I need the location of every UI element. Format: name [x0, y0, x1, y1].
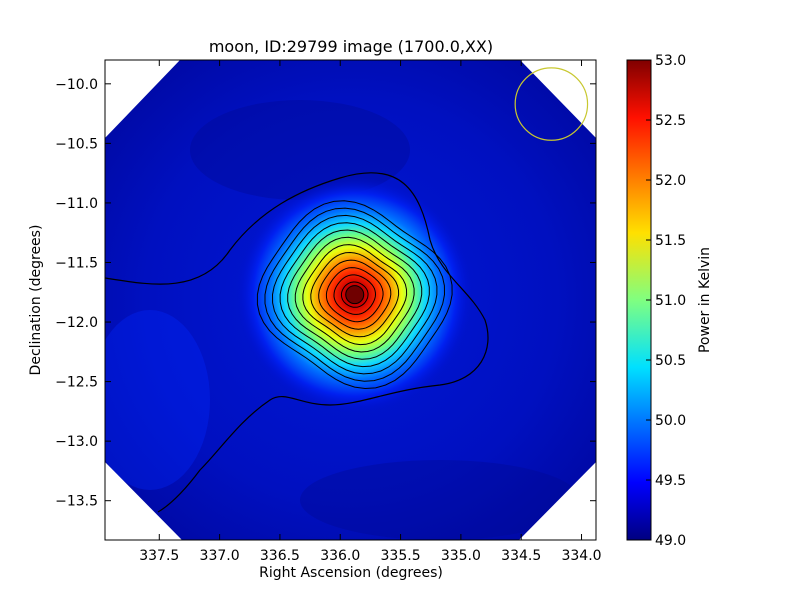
bright-patch [105, 310, 210, 490]
colorbar-tick-label: 53.0 [655, 53, 686, 69]
x-tick-label: 336.0 [320, 548, 360, 564]
contour-line [302, 244, 408, 346]
x-tick-label: 334.5 [501, 548, 541, 564]
colorbar-tick-label: 51.5 [655, 233, 686, 249]
x-tick-label: 335.5 [381, 548, 421, 564]
contour-line [271, 214, 438, 375]
colorbar-tick-label: 50.5 [655, 353, 686, 369]
colorbar-label: Power in Kelvin [697, 247, 713, 353]
x-tick-label: 337.5 [139, 548, 179, 564]
y-tick-label: −13.5 [55, 494, 98, 510]
chart-title: moon, ID:29799 image (1700.0,XX) [209, 37, 493, 56]
y-tick-label: −11.0 [55, 196, 98, 212]
dark-patch [300, 460, 580, 540]
contour-line [318, 259, 392, 330]
colorbar-tick-label: 52.5 [655, 113, 686, 129]
x-tick-label: 335.0 [441, 548, 481, 564]
contour-line [294, 236, 415, 353]
colorbar-tick-label: 51.0 [655, 293, 686, 309]
contour-line [279, 222, 430, 368]
y-tick-label: −13.0 [55, 434, 98, 450]
x-tick-label: 337.0 [200, 548, 240, 564]
map-corner-mask [105, 60, 180, 138]
plot-frame [104, 59, 597, 541]
x-tick-label: 334.0 [561, 548, 601, 564]
y-axis: −10.0 −10.5 −11.0 −11.5 −12.0 −12.5 −13.0 −13.5 [55, 77, 596, 510]
contour-line [340, 281, 369, 308]
y-tick-label: −11.5 [55, 255, 98, 271]
y-tick-label: −10.5 [55, 136, 98, 152]
plot-area [105, 60, 596, 540]
peak-contour [345, 285, 365, 305]
dark-patch [190, 100, 410, 200]
contour-line [105, 172, 489, 513]
contour-line [325, 267, 384, 323]
colorbar-tick-label: 49.5 [655, 473, 686, 489]
contour-line [310, 251, 400, 338]
colorbar-tick-label: 52.0 [655, 173, 686, 189]
contour-line [264, 207, 446, 382]
x-tick-label: 336.5 [260, 548, 300, 564]
map-corner-mask [105, 462, 182, 540]
colorbar-axis: 49.0 49.5 50.0 50.5 51.0 51.5 52.0 52.5 53.0 [646, 53, 686, 549]
y-tick-label: −12.0 [55, 315, 98, 331]
y-axis-title: Declination (degrees) [28, 225, 44, 376]
map-corner-mask [519, 462, 596, 540]
contour-line [333, 274, 377, 315]
colorbar-tick-label: 49.0 [655, 533, 686, 549]
map-corner-mask [520, 60, 596, 138]
x-axis: 337.5 337.0 336.5 336.0 335.5 335.0 334.5 334.0 [139, 60, 602, 564]
contour-line [256, 200, 453, 390]
y-tick-label: −12.5 [55, 375, 98, 391]
colorbar-tick-label: 50.0 [655, 413, 686, 429]
y-tick-label: −10.0 [55, 77, 98, 93]
beam-circle [514, 67, 589, 141]
contour-line [287, 229, 423, 360]
x-axis-title: Right Ascension (degrees) [259, 565, 443, 581]
